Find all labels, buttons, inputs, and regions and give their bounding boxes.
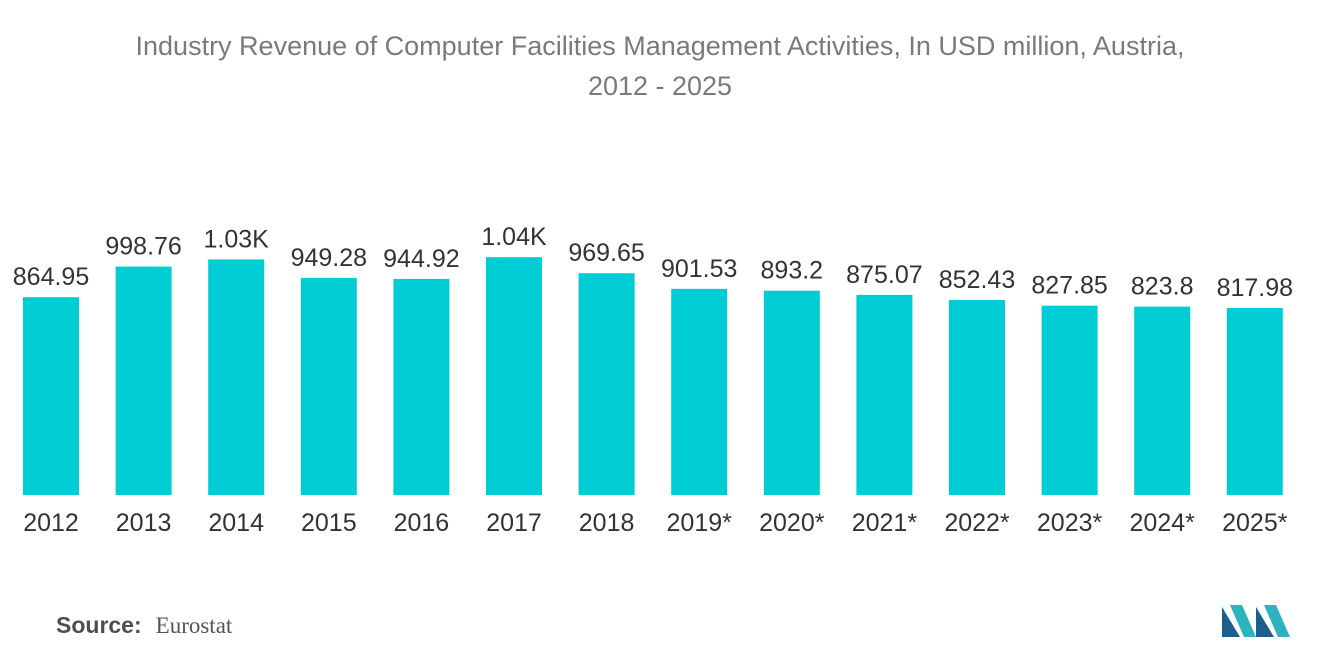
x-tick-2016: 2016 <box>394 509 450 537</box>
x-tick-2014: 2014 <box>208 509 264 537</box>
bar-2023 <box>1041 305 1098 495</box>
x-tick-2013: 2013 <box>116 509 172 537</box>
value-label-2013: 998.76 <box>105 233 181 261</box>
source-label: Source: <box>56 612 142 638</box>
x-tick-2018: 2018 <box>579 509 635 537</box>
chart-title-line-2: 2012 - 2025 <box>587 71 733 101</box>
value-label-2020: 893.2 <box>761 257 824 285</box>
bar-2020 <box>763 290 820 495</box>
bar-2018 <box>578 273 635 495</box>
value-label-2025: 817.98 <box>1217 274 1293 302</box>
value-label-2016: 944.92 <box>383 245 459 273</box>
x-tick-2015: 2015 <box>301 509 357 537</box>
bar-2017 <box>486 257 542 495</box>
x-tick-2023: 2023* <box>1037 509 1103 537</box>
x-tick-2024: 2024* <box>1130 509 1196 537</box>
value-label-2021: 875.07 <box>846 261 922 289</box>
value-label-2018: 969.65 <box>568 239 644 267</box>
value-label-2024: 823.8 <box>1131 273 1194 301</box>
value-labels-group: 864.95 998.76 1.03K 949.28 944.92 1.04K 969.65… <box>13 223 1293 302</box>
bar-2013 <box>115 266 172 495</box>
bars-group <box>23 257 1283 495</box>
bar-2024 <box>1134 306 1191 495</box>
x-tick-2020: 2020* <box>759 509 825 537</box>
x-axis-ticks: 2012 2013 2014 2015 2016 2017 2018 2019* 2020* 20… <box>23 509 1288 537</box>
mordor-intelligence-logo-icon <box>1222 605 1290 637</box>
chart-title-line-1: Industry Revenue of Computer Facilities … <box>135 31 1185 61</box>
source-value: Eurostat <box>155 613 233 638</box>
source-note: Source: Eurostat <box>56 612 232 639</box>
x-tick-2017: 2017 <box>486 509 542 537</box>
bar-2021 <box>856 294 913 495</box>
bar-2019 <box>671 288 728 495</box>
value-label-2012: 864.95 <box>13 263 89 291</box>
x-tick-2021: 2021* <box>852 509 918 537</box>
bar-2015 <box>300 277 357 495</box>
bar-2025 <box>1226 307 1283 495</box>
bar-chart: 864.95 998.76 1.03K 949.28 944.92 1.04K 969.65… <box>13 223 1293 537</box>
chart-title: Industry Revenue of Computer Facilities … <box>0 26 1320 106</box>
value-label-2015: 949.28 <box>291 244 367 272</box>
x-tick-2012: 2012 <box>23 509 79 537</box>
bar-2022 <box>949 300 1005 495</box>
value-label-2017: 1.04K <box>481 223 547 251</box>
x-tick-2022: 2022* <box>944 509 1010 537</box>
value-label-2019: 901.53 <box>661 255 737 283</box>
value-label-2014: 1.03K <box>204 225 270 253</box>
bar-2014 <box>208 259 265 495</box>
value-label-2023: 827.85 <box>1031 272 1107 300</box>
bar-2016 <box>393 278 450 495</box>
bar-2012 <box>23 297 79 495</box>
x-tick-2019: 2019* <box>667 509 733 537</box>
x-tick-2025: 2025* <box>1222 509 1288 537</box>
value-label-2022: 852.43 <box>939 266 1015 294</box>
